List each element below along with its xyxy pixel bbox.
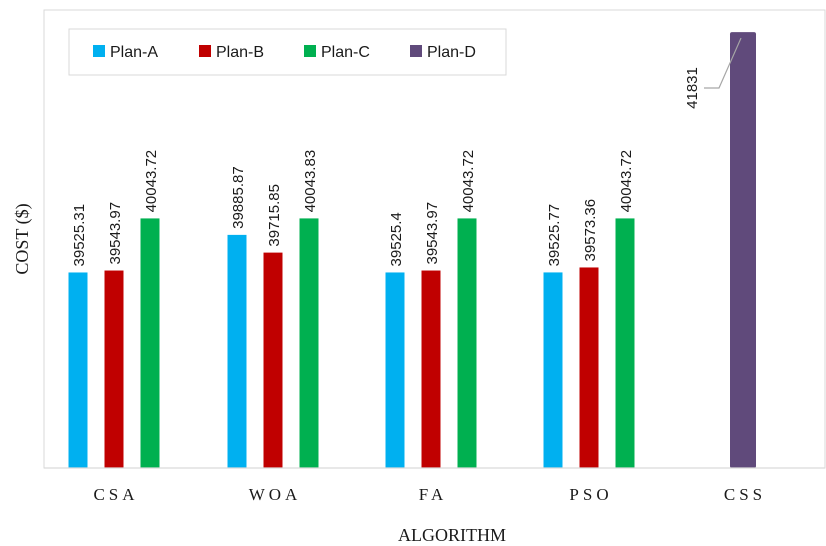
- legend-box: [68, 28, 507, 76]
- bar-plan-c-fa: [457, 218, 477, 468]
- data-label-plan-d-css: 41831: [684, 67, 701, 109]
- x-tick-labels: CSA WOA FA PSO CSS: [93, 485, 766, 504]
- legend: Plan-A Plan-B Plan-C Plan-D: [68, 28, 507, 76]
- bar-plan-b-fa: [421, 270, 441, 468]
- bar-plan-a-csa: [68, 272, 88, 468]
- bar-plan-c-csa: [140, 218, 160, 468]
- y-axis-title: COST ($): [12, 203, 33, 274]
- bars-group: [68, 32, 756, 469]
- bar-plan-b-pso: [579, 267, 599, 468]
- legend-swatch-plan-d: [410, 45, 422, 57]
- x-tick-csa: CSA: [93, 485, 138, 504]
- data-label-plan-a-woa: 39885.87: [230, 166, 247, 229]
- data-label-plan-b-pso: 39573.36: [582, 199, 599, 262]
- data-label-plan-b-csa: 39543.97: [107, 202, 124, 265]
- legend-swatch-plan-c: [304, 45, 316, 57]
- legend-label-plan-b: Plan-B: [216, 44, 264, 61]
- bar-plan-a-woa: [227, 234, 247, 468]
- legend-label-plan-c: Plan-C: [321, 44, 370, 61]
- data-label-plan-b-woa: 39715.85: [266, 184, 283, 247]
- data-label-plan-c-pso: 40043.72: [618, 150, 635, 213]
- x-tick-css: CSS: [724, 485, 766, 504]
- data-label-plan-c-fa: 40043.72: [460, 150, 477, 213]
- bar-plan-a-pso: [543, 272, 563, 468]
- x-tick-woa: WOA: [249, 485, 302, 504]
- bar-plan-d-css: [730, 32, 756, 469]
- data-label-plan-c-csa: 40043.72: [143, 150, 160, 213]
- data-label-plan-b-fa: 39543.97: [424, 202, 441, 265]
- data-label-plan-a-fa: 39525.4: [388, 212, 405, 266]
- x-tick-pso: PSO: [569, 485, 612, 504]
- legend-label-plan-d: Plan-D: [427, 44, 476, 61]
- x-tick-fa: FA: [419, 485, 447, 504]
- bar-plan-b-woa: [263, 252, 283, 468]
- bar-plan-b-csa: [104, 270, 124, 468]
- data-label-plan-a-csa: 39525.31: [71, 204, 88, 267]
- bar-plan-c-pso: [615, 218, 635, 468]
- x-axis-title: ALGORITHM: [398, 525, 506, 545]
- leader-line-css: [704, 37, 742, 89]
- bar-plan-c-woa: [299, 218, 319, 468]
- legend-swatch-plan-a: [93, 45, 105, 57]
- data-label-plan-a-pso: 39525.77: [546, 204, 563, 267]
- data-labels-group: 39525.31 39543.97 40043.72 39885.87 39715.85…: [71, 37, 742, 267]
- bar-plan-a-fa: [385, 272, 405, 468]
- legend-swatch-plan-b: [199, 45, 211, 57]
- legend-label-plan-a: Plan-A: [110, 44, 158, 61]
- data-label-plan-c-woa: 40043.83: [302, 150, 319, 213]
